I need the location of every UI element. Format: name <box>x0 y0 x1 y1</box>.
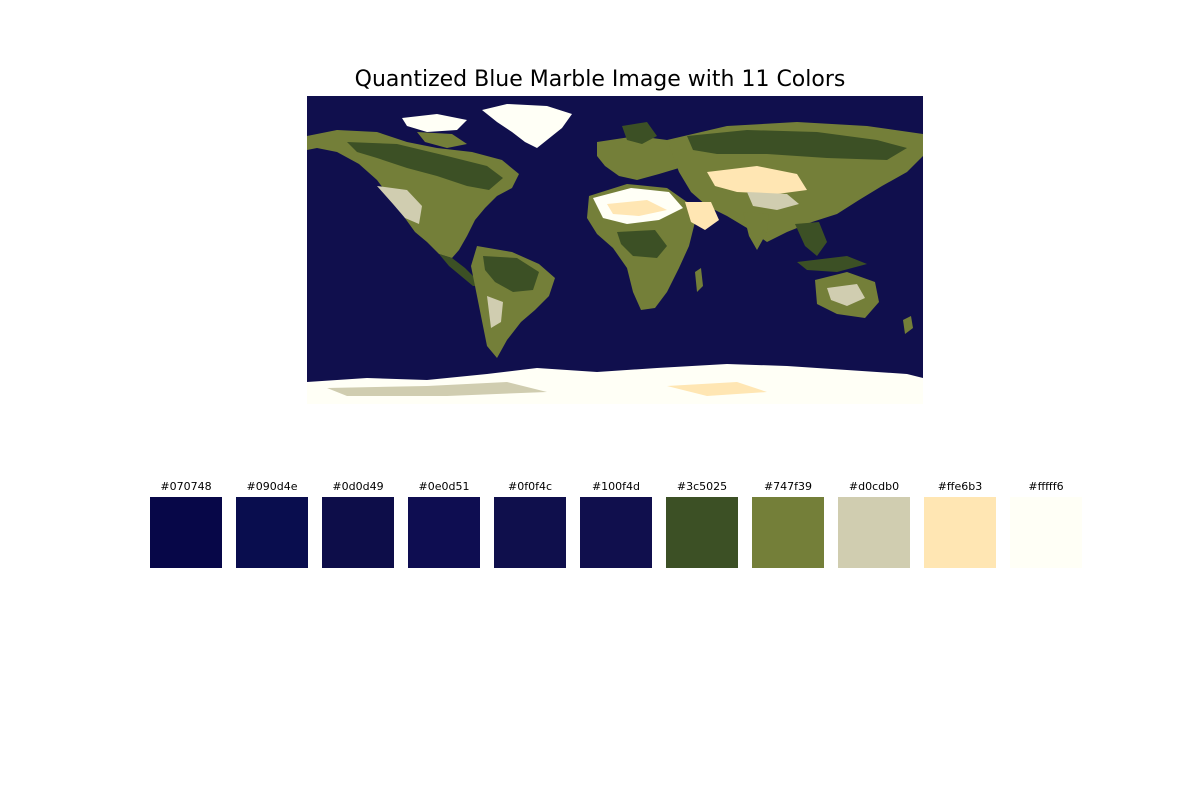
palette-swatch: #090d4e <box>236 480 308 568</box>
swatch-hex-label: #090d4e <box>246 480 298 493</box>
quantized-world-map <box>307 96 923 404</box>
swatch-color-box <box>580 497 652 568</box>
swatch-hex-label: #070748 <box>160 480 212 493</box>
swatch-color-box <box>666 497 738 568</box>
new-zealand <box>903 316 913 334</box>
palette-swatch: #fffff6 <box>1010 480 1082 568</box>
indonesia <box>797 256 867 272</box>
swatch-color-box <box>1010 497 1082 568</box>
europe <box>597 136 687 180</box>
swatch-hex-label: #0d0d49 <box>332 480 384 493</box>
swatch-color-box <box>236 497 308 568</box>
palette-swatch: #070748 <box>150 480 222 568</box>
sahara-tan <box>607 200 667 216</box>
swatch-color-box <box>924 497 996 568</box>
palette-swatch: #100f4d <box>580 480 652 568</box>
madagascar <box>695 268 703 292</box>
swatch-color-box <box>408 497 480 568</box>
scandinavia <box>622 122 657 144</box>
antarctica-tan <box>327 382 547 396</box>
swatch-hex-label: #100f4d <box>591 480 641 493</box>
central-america <box>439 254 481 286</box>
swatch-hex-label: #3c5025 <box>676 480 728 493</box>
swatch-hex-label: #fffff6 <box>1028 480 1064 493</box>
swatch-hex-label: #0e0d51 <box>418 480 470 493</box>
palette-swatch: #747f39 <box>752 480 824 568</box>
north-america-dry <box>377 186 422 224</box>
siberia-forest <box>687 130 907 160</box>
swatch-color-box <box>752 497 824 568</box>
palette-swatch: #3c5025 <box>666 480 738 568</box>
swatch-color-box <box>150 497 222 568</box>
swatch-hex-label: #ffe6b3 <box>937 480 983 493</box>
figure-title: Quantized Blue Marble Image with 11 Colo… <box>354 67 846 92</box>
southeast-asia <box>795 222 827 256</box>
central-asia-desert <box>707 166 807 194</box>
australia-interior <box>827 284 865 306</box>
world-map-image <box>307 96 923 404</box>
antarctica-desert <box>667 382 767 396</box>
arctic-islands-2 <box>417 132 467 148</box>
greenland <box>482 104 572 148</box>
north-america-forest <box>347 142 503 190</box>
arabia <box>685 202 719 230</box>
color-palette: #070748 #090d4e #0d0d49 #0e0d51 #0f0f4c #100f… <box>150 480 1082 570</box>
amazon-forest <box>483 256 539 292</box>
palette-swatch: #ffe6b3 <box>924 480 996 568</box>
swatch-hex-label: #d0cdb0 <box>848 480 900 493</box>
central-africa-forest <box>617 230 667 258</box>
swatch-hex-label: #0f0f4c <box>507 480 552 493</box>
india <box>743 212 769 250</box>
palette-swatch: #d0cdb0 <box>838 480 910 568</box>
swatch-hex-label: #747f39 <box>763 480 813 493</box>
swatch-color-box <box>838 497 910 568</box>
arctic-islands <box>402 114 467 132</box>
swatch-color-box <box>494 497 566 568</box>
palette-swatch: #0d0d49 <box>322 480 394 568</box>
south-america-dry <box>487 296 503 328</box>
swatch-color-box <box>322 497 394 568</box>
tibet-tan <box>747 192 799 210</box>
palette-swatch: #0e0d51 <box>408 480 480 568</box>
palette-swatch: #0f0f4c <box>494 480 566 568</box>
